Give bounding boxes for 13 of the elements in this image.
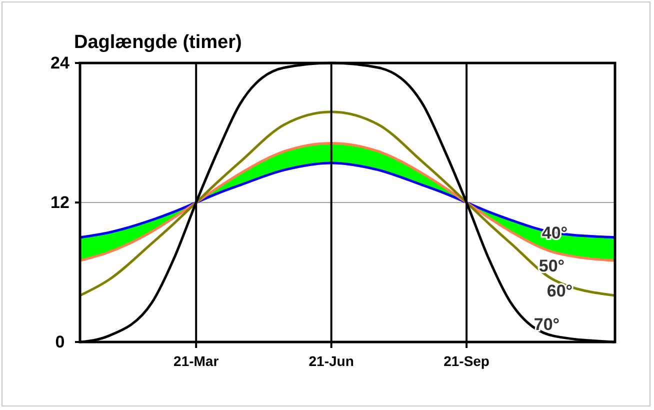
chart-title: Daglængde (timer) — [74, 32, 242, 53]
series-label: 50° — [538, 256, 565, 276]
y-tick-label: 24 — [50, 54, 70, 72]
series-label: 60° — [546, 281, 573, 300]
x-tick-label: 21-Sep — [444, 353, 490, 369]
series-label: 40° — [542, 224, 568, 243]
line-series — [78, 162, 616, 239]
y-tick-label: 0 — [55, 332, 65, 352]
series-label: 70° — [534, 315, 560, 334]
x-tick-label: 21-Jun — [308, 353, 354, 369]
line-series — [78, 110, 616, 297]
x-tick-label: 21-Mar — [174, 353, 220, 369]
y-tick-label: 12 — [50, 193, 70, 212]
